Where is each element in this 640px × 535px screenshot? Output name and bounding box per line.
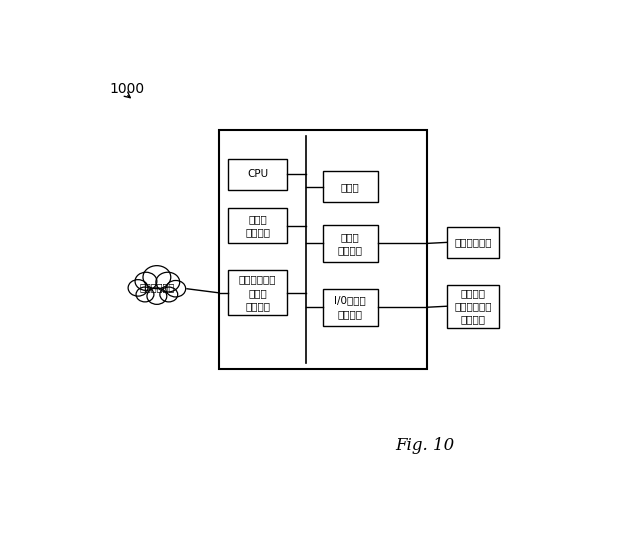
- Bar: [447, 227, 499, 258]
- Text: ネットワーク: ネットワーク: [140, 282, 175, 292]
- Text: CPU: CPU: [247, 170, 268, 179]
- Text: マウス／
キーボード／
プリンタ: マウス／ キーボード／ プリンタ: [454, 288, 492, 324]
- Circle shape: [160, 287, 178, 302]
- Bar: [447, 285, 499, 328]
- Circle shape: [135, 272, 157, 291]
- Bar: [323, 225, 378, 262]
- Text: ディスプレイ: ディスプレイ: [454, 238, 492, 247]
- Circle shape: [147, 288, 167, 304]
- Text: ネットワーク
インタ
フェース: ネットワーク インタ フェース: [239, 274, 276, 311]
- Circle shape: [166, 280, 186, 297]
- Bar: [228, 270, 287, 316]
- Text: メモリ: メモリ: [341, 182, 360, 192]
- Circle shape: [128, 280, 148, 296]
- Text: 1000: 1000: [110, 82, 145, 96]
- Circle shape: [136, 287, 154, 302]
- Bar: [228, 208, 287, 243]
- Text: I/0インタ
フェース: I/0インタ フェース: [335, 296, 366, 319]
- Bar: [219, 130, 428, 369]
- Text: ビデオ
アダプタ: ビデオ アダプタ: [338, 232, 363, 255]
- Bar: [228, 159, 287, 190]
- Circle shape: [143, 266, 171, 289]
- Circle shape: [156, 272, 180, 292]
- Bar: [323, 289, 378, 326]
- Text: Fig. 10: Fig. 10: [395, 437, 454, 454]
- Text: 大容量
記憶装置: 大容量 記憶装置: [245, 215, 270, 238]
- Bar: [323, 171, 378, 202]
